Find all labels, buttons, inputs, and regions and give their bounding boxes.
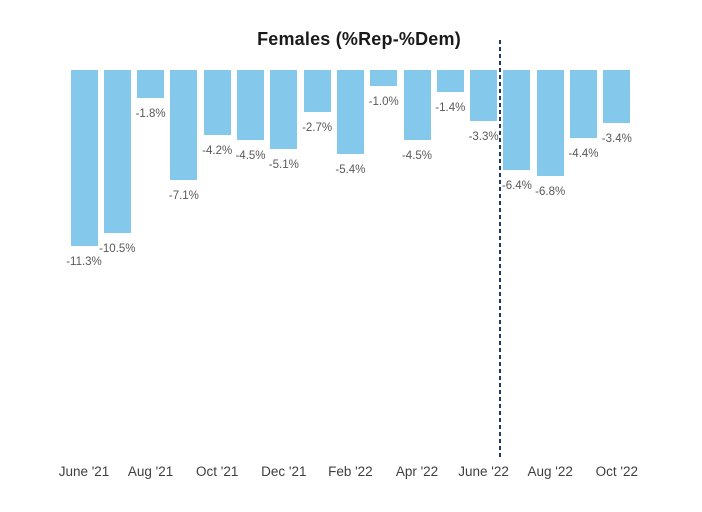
bar-value-label: -11.3% [66, 255, 102, 268]
bar [70, 70, 98, 246]
bar [570, 70, 597, 139]
bar [536, 70, 564, 176]
x-tick-label: Aug '21 [127, 464, 174, 479]
bar-value-label: -4.2% [202, 145, 233, 158]
bar [303, 70, 331, 112]
bar-value-label: -4.5% [401, 150, 433, 163]
bar-value-label: -4.4% [568, 148, 599, 161]
bar-value-label: -6.8% [535, 185, 566, 198]
bar-value-label: -6.4% [501, 179, 532, 192]
bar-value-label: -3.3% [468, 131, 499, 144]
bar [137, 70, 165, 98]
x-tick-label: Aug '22 [527, 464, 573, 479]
bar [203, 70, 231, 136]
bar-value-label: -5.1% [268, 159, 299, 172]
bar-value-label: -1.4% [435, 101, 466, 114]
chart-title: Females (%Rep-%Dem) [257, 29, 461, 49]
bar [237, 70, 264, 141]
bar-value-label: -5.4% [335, 164, 366, 177]
bar [370, 70, 398, 86]
x-tick-label: June '22 [458, 464, 509, 479]
bar-value-label: -3.4% [601, 132, 632, 145]
bar [403, 70, 431, 141]
bar-value-label: -4.5% [235, 150, 266, 163]
bar-value-label: -1.0% [368, 95, 399, 108]
bar-value-label: -7.1% [168, 190, 199, 203]
reference-line [499, 40, 502, 458]
x-tick-label: Dec '21 [261, 464, 307, 479]
bar [103, 70, 131, 234]
bar [470, 70, 498, 122]
bar [503, 70, 531, 170]
bar [270, 70, 298, 150]
bar [436, 70, 464, 92]
bar [336, 70, 364, 155]
x-tick-label: Apr '22 [395, 464, 439, 479]
bar-value-label: -2.7% [302, 122, 333, 134]
bar-value-label: -10.5% [99, 243, 136, 256]
x-tick-label: Oct '21 [196, 464, 239, 479]
x-tick-label: June '21 [58, 464, 110, 479]
x-tick-label: Feb '22 [328, 464, 373, 479]
bar [170, 70, 198, 181]
bar-value-label: -1.8% [135, 108, 166, 120]
bar [603, 70, 631, 123]
x-tick-label: Oct '22 [595, 464, 638, 479]
